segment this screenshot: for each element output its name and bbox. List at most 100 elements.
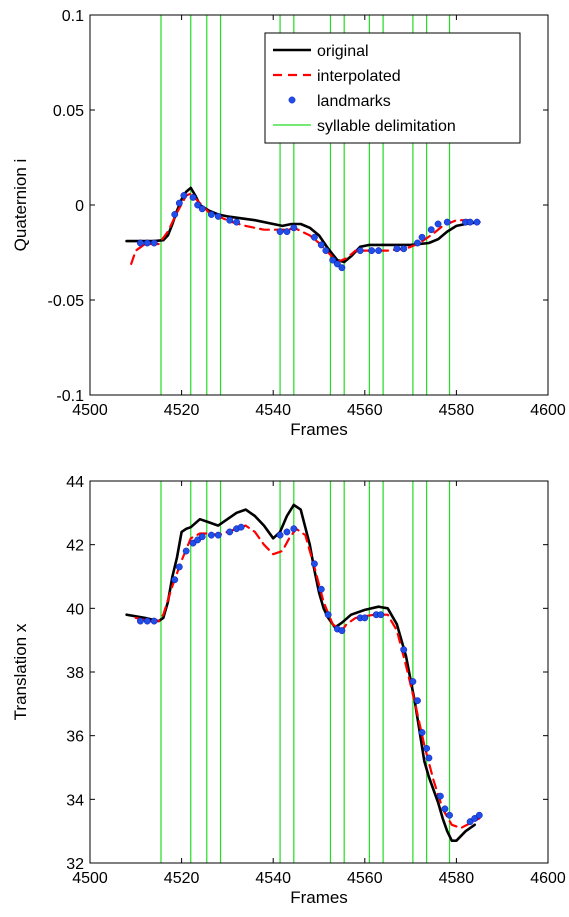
landmark-point bbox=[409, 678, 417, 685]
y-tick-label: -0.1 bbox=[56, 388, 84, 405]
landmark-point bbox=[317, 585, 325, 593]
y-tick-label: -0.05 bbox=[48, 293, 85, 310]
landmark-point bbox=[329, 256, 337, 264]
legend: original interpolated landmarks syllable de… bbox=[264, 32, 521, 144]
y-tick-label: 32 bbox=[66, 856, 84, 873]
landmark-point bbox=[175, 563, 183, 571]
landmark-point bbox=[436, 792, 444, 800]
landmark-point bbox=[226, 528, 234, 536]
legend-label: original bbox=[317, 43, 369, 60]
x-tick-label: 4580 bbox=[439, 402, 475, 419]
legend-label: interpolated bbox=[317, 68, 401, 85]
y-axis-label: Quaternion i bbox=[11, 159, 30, 252]
landmark-point bbox=[276, 228, 284, 236]
landmark-point bbox=[207, 531, 215, 539]
landmark-point bbox=[393, 245, 401, 253]
landmark-point bbox=[136, 239, 144, 247]
landmark-point bbox=[150, 617, 158, 625]
landmark-point bbox=[418, 729, 426, 736]
landmark-point bbox=[194, 201, 202, 209]
y-axis-label: Translation x bbox=[11, 623, 30, 720]
landmark-point bbox=[466, 218, 474, 226]
x-axis-label: Frames bbox=[290, 888, 348, 907]
landmark-point bbox=[443, 218, 451, 226]
quaternion-chart: 4500 4520 4540 4560 4580 4600 -0.1 -0.05 0 0.05 0.… bbox=[11, 8, 566, 439]
landmark-point bbox=[311, 233, 318, 241]
landmark-point bbox=[361, 614, 369, 622]
landmark-point bbox=[290, 224, 298, 232]
original-line bbox=[125, 503, 476, 842]
x-tick-label: 4500 bbox=[72, 402, 108, 419]
landmark-point bbox=[333, 260, 341, 268]
landmark-point bbox=[198, 205, 206, 213]
landmark-point bbox=[226, 216, 234, 224]
landmark-point bbox=[425, 754, 433, 762]
x-tick-label: 4520 bbox=[164, 402, 200, 419]
landmark-point bbox=[473, 218, 481, 226]
landmark-point bbox=[150, 239, 158, 247]
landmark-point bbox=[171, 211, 179, 218]
landmark-point bbox=[377, 611, 385, 619]
y-tick-label: 36 bbox=[66, 729, 84, 746]
y-tick-label: 40 bbox=[66, 601, 84, 618]
y-tick-label: 34 bbox=[66, 792, 84, 809]
landmark-point bbox=[276, 531, 284, 539]
landmark-point bbox=[317, 241, 325, 249]
legend-label: landmarks bbox=[317, 93, 391, 110]
legend-swatch-landmarks bbox=[288, 96, 296, 104]
landmark-point bbox=[414, 697, 421, 705]
landmark-point bbox=[233, 218, 240, 226]
landmark-point bbox=[434, 220, 442, 228]
plot-content bbox=[125, 481, 483, 863]
y-tick-label: 42 bbox=[66, 538, 84, 555]
landmark-point bbox=[441, 805, 449, 813]
landmark-point bbox=[136, 617, 144, 625]
x-tick-label: 4520 bbox=[164, 870, 200, 887]
x-tick-label: 4560 bbox=[347, 870, 383, 887]
landmark-point bbox=[418, 233, 426, 241]
landmark-point bbox=[143, 239, 151, 247]
landmark-point bbox=[207, 211, 215, 218]
landmark-point bbox=[475, 811, 483, 819]
landmark-point bbox=[180, 192, 188, 199]
y-tick-label: 0 bbox=[75, 198, 84, 215]
landmark-point bbox=[338, 627, 346, 635]
landmark-point bbox=[214, 531, 222, 539]
legend-label: syllable delimitation bbox=[317, 118, 456, 135]
landmark-point bbox=[283, 228, 291, 236]
x-tick-label: 4600 bbox=[530, 870, 566, 887]
landmark-point bbox=[311, 560, 318, 568]
x-tick-label: 4540 bbox=[255, 870, 291, 887]
landmark-point bbox=[446, 811, 453, 819]
x-tick-label: 4580 bbox=[439, 870, 475, 887]
y-tick-label: 0.1 bbox=[62, 8, 84, 25]
landmark-point bbox=[214, 212, 222, 220]
plot-area bbox=[90, 481, 548, 863]
y-tick-label: 0.05 bbox=[53, 103, 84, 120]
x-tick-label: 4540 bbox=[255, 402, 291, 419]
landmark-point bbox=[290, 525, 298, 533]
landmark-point bbox=[427, 226, 435, 234]
y-tick-label: 38 bbox=[66, 665, 84, 682]
x-tick-label: 4560 bbox=[347, 402, 383, 419]
x-tick-label: 4600 bbox=[530, 402, 566, 419]
y-tick-label: 44 bbox=[66, 474, 84, 491]
landmark-point bbox=[400, 646, 408, 654]
landmark-point bbox=[283, 528, 291, 536]
landmark-point bbox=[338, 264, 346, 272]
landmark-point bbox=[175, 199, 183, 207]
landmark-point bbox=[322, 247, 330, 255]
landmark-point bbox=[198, 533, 206, 541]
landmark-point bbox=[324, 611, 332, 619]
landmark-point bbox=[237, 523, 245, 531]
landmark-point bbox=[400, 245, 408, 253]
x-tick-label: 4500 bbox=[72, 870, 108, 887]
landmark-point bbox=[375, 247, 382, 255]
x-axis-label: Frames bbox=[290, 420, 348, 439]
landmark-point bbox=[171, 576, 179, 584]
landmark-point bbox=[368, 247, 376, 255]
landmark-point bbox=[182, 547, 190, 555]
landmark-point bbox=[423, 745, 431, 752]
translation-chart: 4500 4520 4540 4560 4580 4600 32 34 36 38 40 42 44 Fr… bbox=[11, 474, 566, 907]
